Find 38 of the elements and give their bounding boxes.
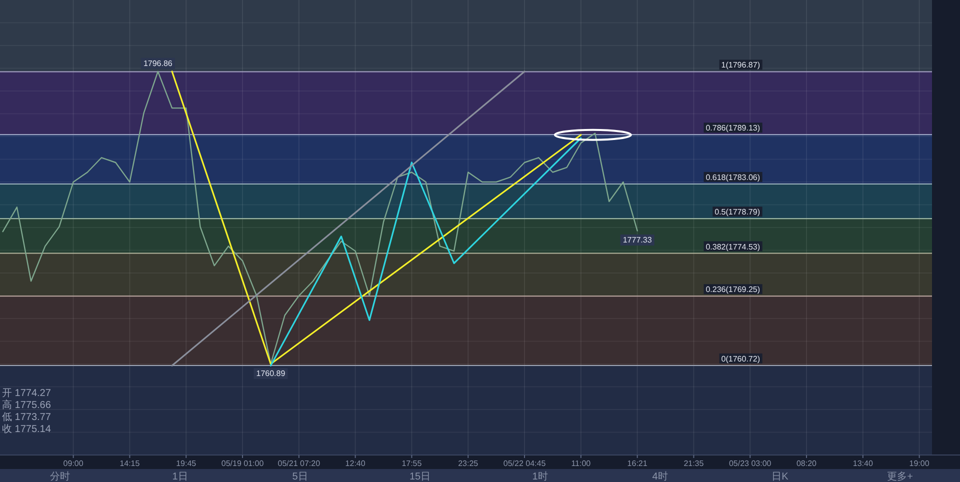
x-tick-label: 16:21: [627, 459, 648, 468]
text: 5日: [292, 472, 308, 482]
ref-line-label: 0.618(1783.06): [706, 172, 760, 182]
annotation: 1760.89: [256, 369, 286, 378]
ref-line-label: 1(1796.87): [721, 60, 760, 70]
x-tick-label: 09:00: [63, 459, 84, 468]
annotation: 低 1773.77: [2, 412, 52, 423]
text: 4时: [652, 470, 668, 482]
annotation: 收 1775.14: [2, 424, 52, 435]
annotation: 1777.33: [622, 236, 652, 245]
text: 分时: [50, 470, 70, 482]
annotation: 1796.86: [143, 58, 173, 68]
x-tick-label: 05/21 07:20: [278, 459, 321, 468]
x-tick-label: 05/23 03:00: [728, 459, 772, 468]
ref-line-label: 0.5(1778.79): [714, 208, 760, 217]
x-tick-label: 13:40: [852, 459, 874, 468]
x-tick-label: 23:25: [458, 459, 479, 468]
x-tick-label: 21:35: [684, 459, 704, 468]
annotation: 高 1775.66: [2, 399, 52, 411]
text: 1日: [172, 472, 188, 482]
x-tick-label: 19:00: [909, 459, 930, 468]
x-tick-label: 08:20: [796, 459, 818, 468]
text: 日K: [772, 472, 789, 482]
x-tick-label: 14:15: [120, 459, 140, 468]
text: 1时: [532, 470, 548, 482]
x-tick-label: 12:40: [345, 459, 366, 468]
x-tick-label: 05/22 04:45: [503, 459, 546, 468]
text: 15日: [409, 472, 431, 482]
ref-line-label: 0.382(1774.53): [706, 242, 760, 252]
ref-line-label: 0.786(1789.13): [706, 124, 760, 133]
annotation: 开 1774.27: [2, 388, 52, 399]
ref-line-label: 0(1760.72): [721, 354, 760, 364]
x-tick-label: 11:00: [571, 459, 592, 468]
x-tick-label: 17:55: [402, 459, 422, 468]
x-tick-label: 05/19 01:00: [221, 459, 264, 468]
x-tick-label: 19:45: [176, 459, 197, 468]
ref-line-label: 0.236(1769.25): [706, 285, 760, 294]
text: 更多+: [887, 470, 914, 482]
